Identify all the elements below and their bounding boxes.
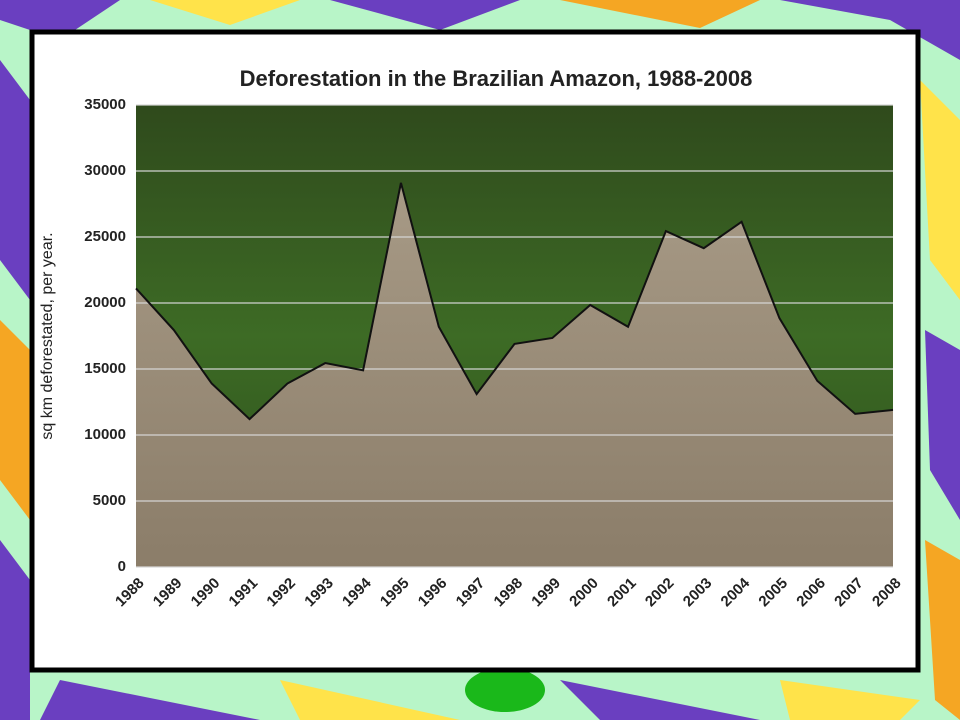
line [135, 182, 894, 421]
chart-title: Deforestation in the Brazilian Amazon, 1… [240, 66, 753, 91]
y-axis-label: sq km deforestated, per year. [39, 232, 56, 439]
y-tick-label: 15000 [84, 360, 126, 377]
y-tick-label: 20000 [84, 294, 126, 311]
y-tick-label: 10000 [84, 426, 126, 443]
y-tick-label: 25000 [84, 228, 126, 245]
y-tick-label: 35000 [84, 96, 126, 113]
y-tick-label: 30000 [84, 162, 126, 179]
y-tick-label: 0 [118, 558, 126, 575]
y-tick-label: 5000 [93, 492, 126, 509]
area [136, 182, 893, 567]
